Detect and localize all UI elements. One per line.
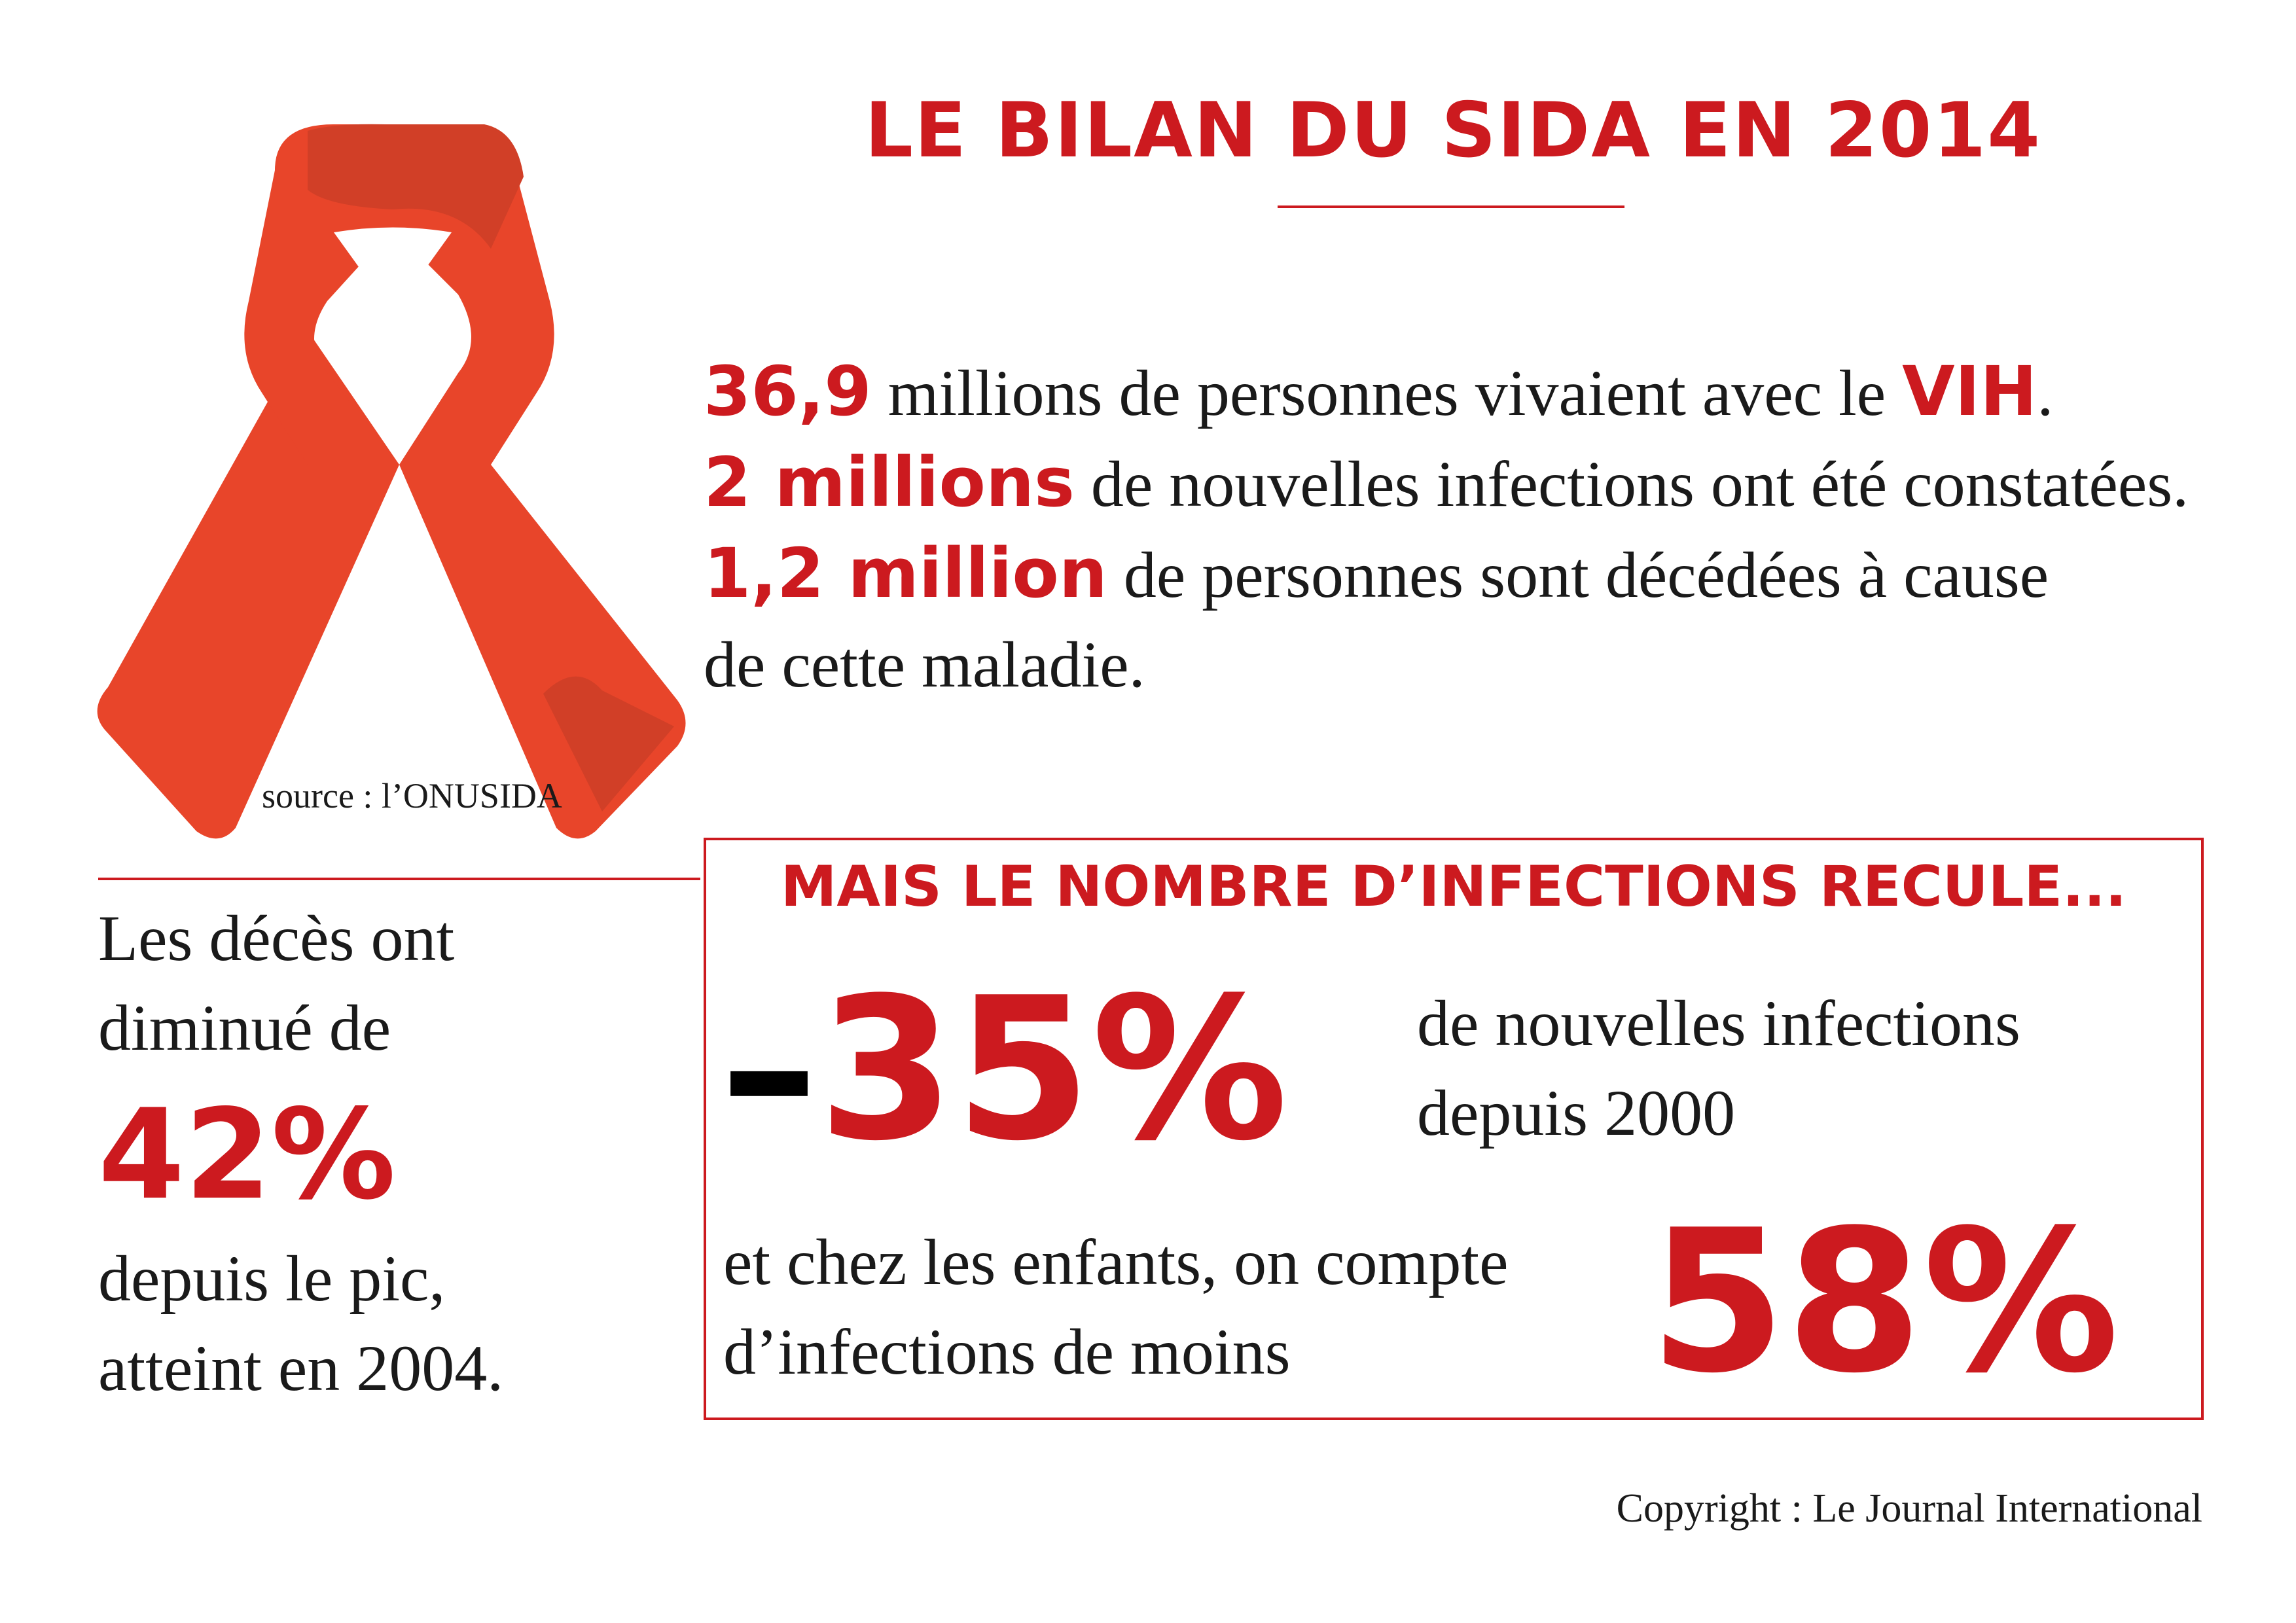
deaths-line-3: depuis le pic, [98,1242,446,1315]
left-divider [98,878,700,880]
stat-living: 36,9 millions de personnes vivaient avec… [704,347,2248,438]
stat-new-infections-text: de nouvelles infections ont été constaté… [1074,448,2189,520]
stat-living-text: millions de personnes vivaient avec le [871,357,1903,429]
source-credit: source : l’ONUSIDA [262,776,562,815]
stat-deaths-value: 1,2 million [704,533,1107,613]
new-infections-percentage-value: 35% [818,955,1289,1184]
title-underline [1278,205,1624,208]
new-infections-text: de nouvelles infections depuis 2000 [1417,978,2020,1158]
stat-new-infections-value: 2 millions [704,442,1075,522]
children-infections-percentage: 58% [1649,1188,2120,1416]
stat-living-value: 36,9 [704,351,872,431]
stats-block: 36,9 millions de personnes vivaient avec… [704,347,2248,709]
new-infections-line-2: depuis 2000 [1417,1077,1736,1149]
children-line-2: d’infections de moins [723,1315,1291,1388]
stat-deaths-text: de personnes sont décédées à cause [1107,539,2049,611]
new-infections-percentage: –35% [720,959,1288,1181]
copyright-notice: Copyright : Le Journal International [1616,1486,2202,1531]
stat-vih: VIH [1902,351,2037,431]
stat-deaths-continued: de cette maladie. [704,628,1145,701]
children-infections-text: et chez les enfants, on compte d’infecti… [723,1217,1509,1397]
stat-new-infections: 2 millions de nouvelles infections ont é… [704,438,2248,529]
infections-box [704,838,2204,1420]
infections-box-title: MAIS LE NOMBRE D’INFECTIONS RECULE... [780,854,2127,919]
deaths-line-2: diminué de [98,991,391,1064]
new-infections-line-1: de nouvelles infections [1417,987,2020,1060]
deaths-line-1: Les décès ont [98,902,455,974]
deaths-line-4: atteint en 2004. [98,1332,504,1404]
aids-red-ribbon-icon [97,124,686,839]
deaths-block: Les décès ont diminué de 42% depuis le p… [98,893,687,1413]
stat-deaths: 1,2 million de personnes sont décédées à… [704,529,2248,620]
children-line-1: et chez les enfants, on compte [723,1226,1509,1298]
deaths-percentage: 42% [98,1082,396,1227]
stat-living-end: . [2037,357,2054,429]
minus-sign: – [720,955,818,1184]
page-title: LE BILAN DU SIDA EN 2014 [865,86,2041,175]
